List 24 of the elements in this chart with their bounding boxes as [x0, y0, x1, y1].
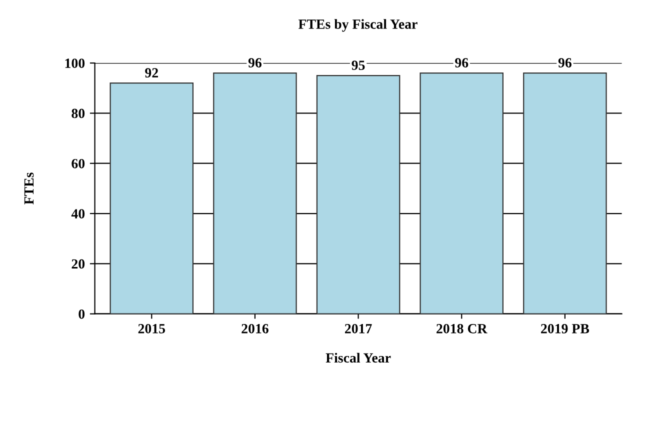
- data-label: 92: [145, 68, 158, 78]
- bar: [110, 82, 194, 314]
- bar: [213, 72, 297, 314]
- x-tick-label: 2017: [344, 324, 372, 334]
- y-tick-label: 0: [78, 309, 85, 319]
- x-tick-label: 2018 CR: [436, 324, 488, 334]
- data-label: 95: [352, 60, 365, 70]
- y-tick-label: 80: [72, 108, 85, 118]
- y-tick-label: 100: [65, 58, 85, 68]
- bar: [420, 72, 504, 314]
- x-tick-label: 2015: [138, 324, 166, 334]
- y-tick-label: 20: [72, 259, 85, 269]
- y-axis-title: FTEs: [24, 172, 34, 204]
- data-label: 96: [558, 58, 572, 68]
- x-axis-title: Fiscal Year: [326, 352, 391, 363]
- x-tick-label: 2019 PB: [541, 324, 590, 334]
- bar: [523, 72, 607, 314]
- chart-title: FTEs by Fiscal Year: [298, 19, 418, 32]
- data-label: 96: [248, 58, 262, 68]
- y-tick-label: 40: [71, 209, 85, 218]
- bar: [316, 75, 400, 314]
- x-tick-label: 2016: [242, 324, 268, 334]
- data-label: 96: [455, 58, 468, 68]
- y-tick-label: 60: [72, 158, 85, 168]
